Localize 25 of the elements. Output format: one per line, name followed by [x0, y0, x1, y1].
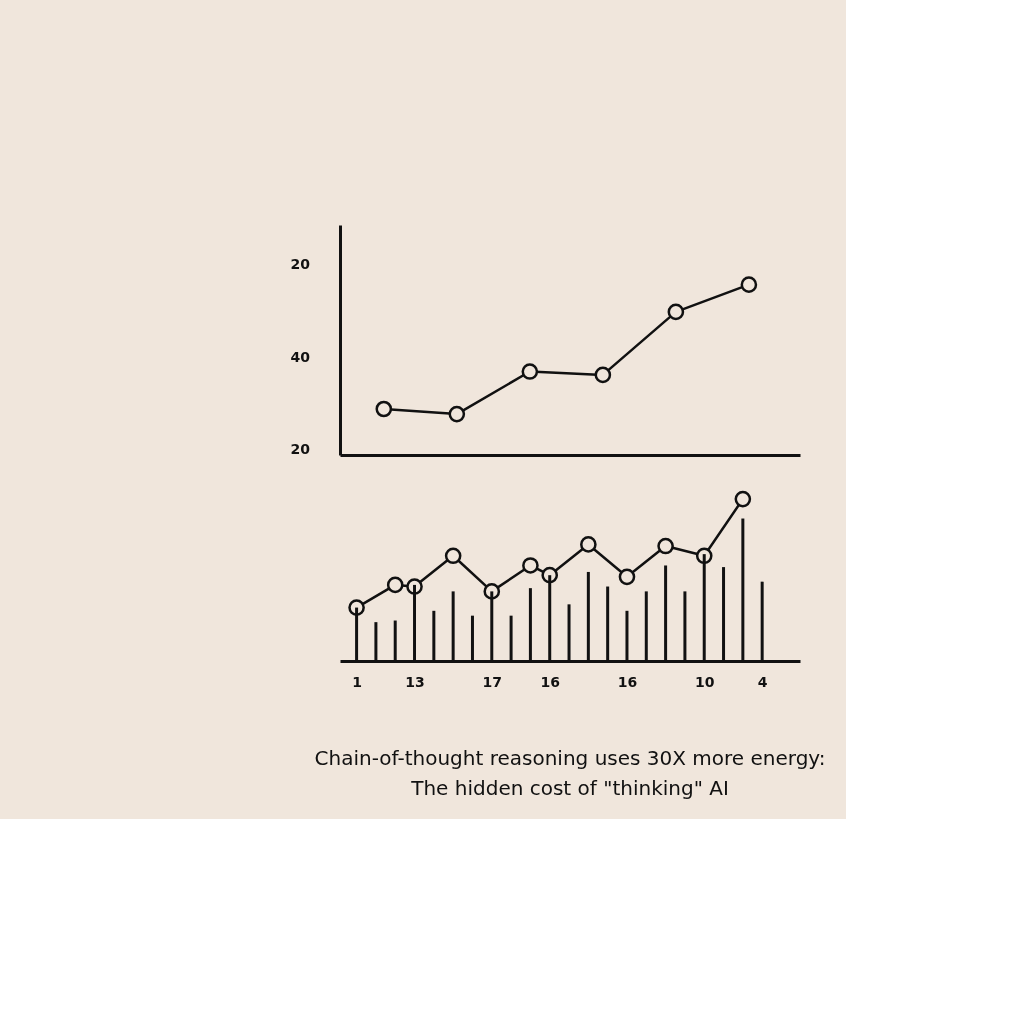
- point: [734, 490, 752, 508]
- x-tick-label: 16: [540, 673, 560, 690]
- x-tick-label: 10: [694, 673, 715, 690]
- text: 40: [290, 348, 311, 365]
- x-tick-label: 17: [482, 673, 503, 690]
- x-tick-label: 16: [617, 673, 638, 690]
- x-tick-label: 4: [757, 673, 768, 690]
- point: [375, 400, 393, 418]
- point: [580, 536, 597, 553]
- x-tick-label: 13: [405, 673, 425, 690]
- point: [521, 363, 539, 380]
- point: [667, 303, 685, 321]
- text: Chain-of-thought reasoning uses 30X more energy:: [314, 746, 826, 770]
- x-tick-label: 1: [352, 673, 362, 690]
- point: [618, 568, 636, 586]
- point: [448, 405, 466, 423]
- point: [444, 547, 462, 565]
- point: [386, 576, 404, 594]
- point: [657, 537, 674, 555]
- point: [740, 276, 758, 293]
- text: 20: [290, 441, 311, 457]
- text: 20: [290, 256, 311, 272]
- text: The hidden cost of "thinking" AI: [410, 776, 729, 800]
- point: [594, 366, 612, 384]
- point: [522, 557, 539, 574]
